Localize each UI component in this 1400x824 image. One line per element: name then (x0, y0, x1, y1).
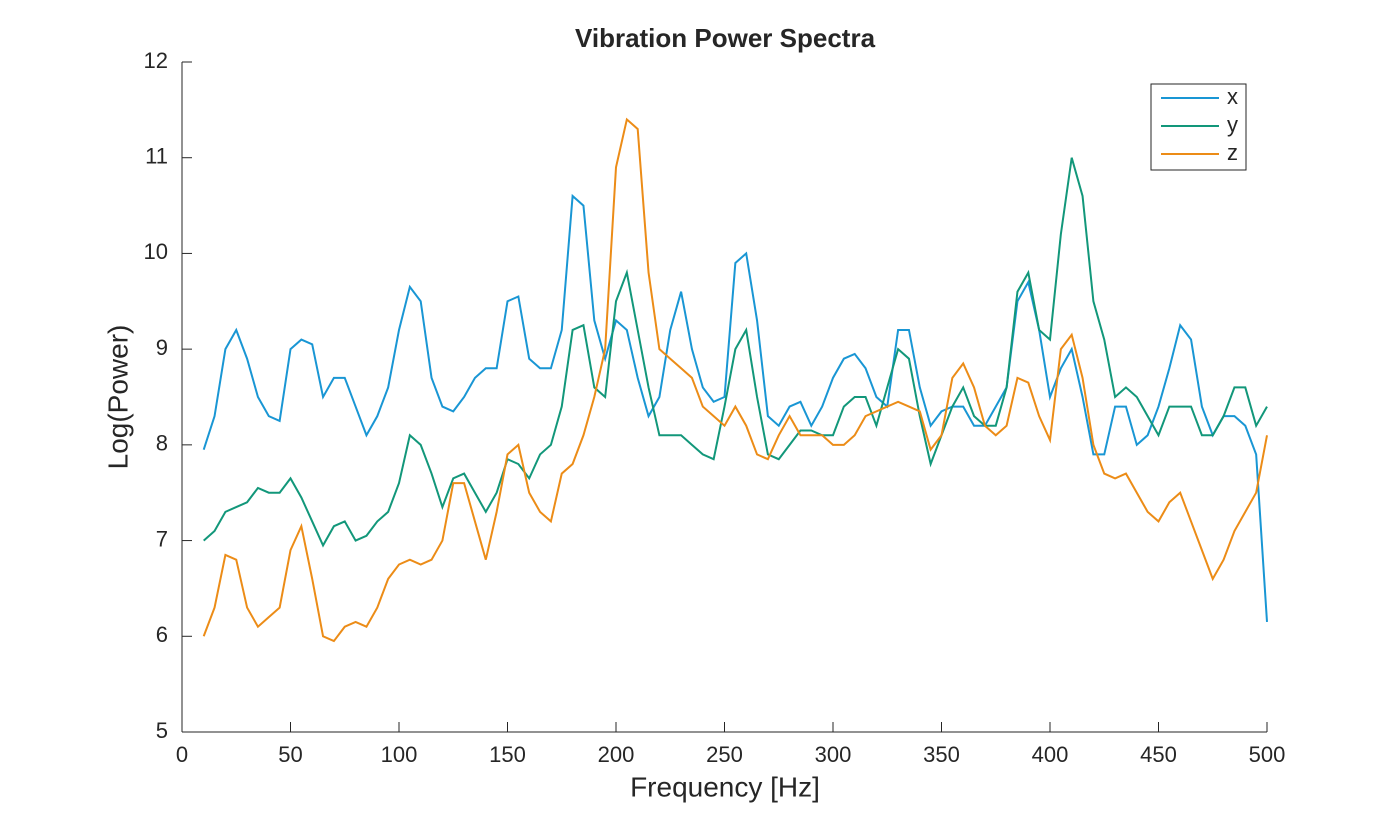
line-series (202, 117, 1268, 643)
x-tick-label: 150 (489, 742, 526, 767)
x-tick-label: 200 (598, 742, 635, 767)
y-tick-label: 7 (156, 526, 168, 551)
y-tick-label: 8 (156, 431, 168, 456)
y-tick-label: 6 (156, 622, 168, 647)
y-tick-label: 5 (156, 718, 168, 743)
legend-label: x (1227, 84, 1238, 109)
y-axis-label: Log(Power) (102, 325, 133, 470)
x-tick-label: 350 (923, 742, 960, 767)
y-tick-label: 11 (145, 144, 168, 169)
y-tick-label: 10 (144, 239, 168, 264)
y-tick-label: 12 (144, 48, 168, 73)
x-tick-label: 400 (1032, 742, 1069, 767)
x-tick-label: 500 (1249, 742, 1286, 767)
line-series (203, 157, 1268, 548)
x-tick-label: 50 (278, 742, 302, 767)
line-series (202, 193, 1268, 622)
legend-label: y (1227, 112, 1238, 137)
x-axis-label: Frequency [Hz] (630, 771, 820, 802)
legend-label: z (1227, 140, 1238, 165)
x-tick-label: 300 (815, 742, 852, 767)
chart-title: Vibration Power Spectra (575, 23, 876, 53)
x-tick-label: 450 (1140, 742, 1177, 767)
x-tick-label: 100 (381, 742, 418, 767)
y-tick-label: 9 (156, 335, 168, 360)
x-tick-label: 0 (176, 742, 188, 767)
x-tick-label: 250 (706, 742, 743, 767)
